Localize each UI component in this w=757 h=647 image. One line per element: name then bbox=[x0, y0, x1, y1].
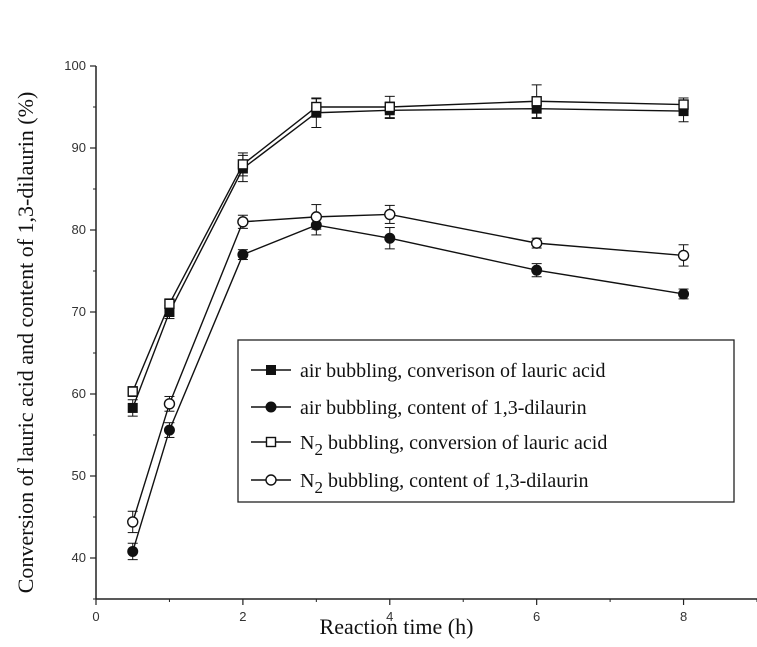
legend-item: N2 bubbling, content of 1,3-dilaurin bbox=[251, 470, 588, 497]
legend-marker bbox=[265, 401, 277, 413]
y-tick-label: 70 bbox=[72, 304, 86, 319]
legend-label-prefix: N bbox=[300, 432, 314, 454]
legend-label-text: air bubbling, content of 1,3-dilaurin bbox=[300, 397, 587, 419]
x-axis-ticks: 0 2 4 6 8 bbox=[92, 599, 757, 624]
plot-frame bbox=[95, 66, 757, 600]
legend: air bubbling, converison of lauric acid a… bbox=[237, 339, 735, 503]
legend-marker bbox=[266, 365, 276, 375]
data-point bbox=[678, 99, 689, 110]
data-point bbox=[163, 424, 175, 436]
data-point bbox=[530, 237, 543, 249]
legend-label-rest: bubbling, content of 1,3-dilaurin bbox=[323, 470, 589, 492]
legend-label: N2 bubbling, content of 1,3-dilaurin bbox=[300, 470, 588, 497]
legend-marker bbox=[265, 436, 277, 448]
series-3 bbox=[127, 204, 690, 534]
legend-item: N2 bubbling, conversion of lauric acid bbox=[251, 432, 607, 459]
legend-label: air bubbling, content of 1,3-dilaurin bbox=[300, 397, 587, 419]
legend-label-rest: bubbling, conversion of lauric acid bbox=[323, 432, 607, 454]
legend-label-subscript: 2 bbox=[314, 478, 323, 497]
x-axis-title: Reaction time (h) bbox=[320, 614, 474, 639]
data-point bbox=[164, 298, 175, 309]
data-point bbox=[384, 208, 396, 221]
data-point bbox=[237, 159, 249, 170]
x-tick-label: 6 bbox=[533, 609, 540, 624]
x-tick-label: 4 bbox=[386, 609, 393, 624]
legend-marker bbox=[265, 474, 277, 486]
legend-box bbox=[237, 339, 735, 503]
data-point bbox=[127, 402, 138, 413]
data-point bbox=[384, 232, 396, 244]
data-point bbox=[310, 211, 323, 223]
y-tick-label: 80 bbox=[72, 222, 86, 237]
data-point bbox=[127, 545, 139, 557]
y-tick-label: 40 bbox=[72, 550, 86, 565]
legend-label: N2 bubbling, conversion of lauric acid bbox=[300, 432, 607, 459]
x-tick-label: 0 bbox=[92, 609, 99, 624]
y-axis-title: Conversion of lauric acid and content of… bbox=[13, 92, 38, 594]
x-tick-label: 8 bbox=[680, 609, 687, 624]
data-point bbox=[677, 249, 690, 262]
data-point bbox=[163, 398, 176, 410]
y-tick-label: 60 bbox=[72, 386, 86, 401]
legend-item: air bubbling, content of 1,3-dilaurin bbox=[251, 397, 587, 419]
y-tick-label: 50 bbox=[72, 468, 86, 483]
legend-label: air bubbling, converison of lauric acid bbox=[300, 360, 605, 382]
legend-label-text: air bubbling, converison of lauric acid bbox=[300, 360, 605, 382]
legend-item: air bubbling, converison of lauric acid bbox=[251, 360, 605, 382]
data-point bbox=[237, 216, 249, 228]
data-point bbox=[311, 101, 322, 113]
data-point bbox=[531, 264, 543, 276]
data-point bbox=[237, 249, 249, 261]
series-2 bbox=[127, 84, 689, 397]
legend-label-prefix: N bbox=[300, 470, 314, 492]
data-point bbox=[384, 101, 395, 113]
data-point bbox=[127, 516, 139, 528]
data-point bbox=[531, 96, 542, 107]
y-axis-ticks: 40 50 60 70 80 90 100 bbox=[64, 58, 96, 600]
series-layer bbox=[127, 84, 690, 561]
legend-label-subscript: 2 bbox=[314, 440, 323, 459]
data-point bbox=[678, 288, 690, 300]
data-point bbox=[127, 386, 138, 397]
y-tick-label: 100 bbox=[64, 58, 86, 73]
y-tick-label: 90 bbox=[72, 140, 86, 155]
x-tick-label: 2 bbox=[239, 609, 246, 624]
